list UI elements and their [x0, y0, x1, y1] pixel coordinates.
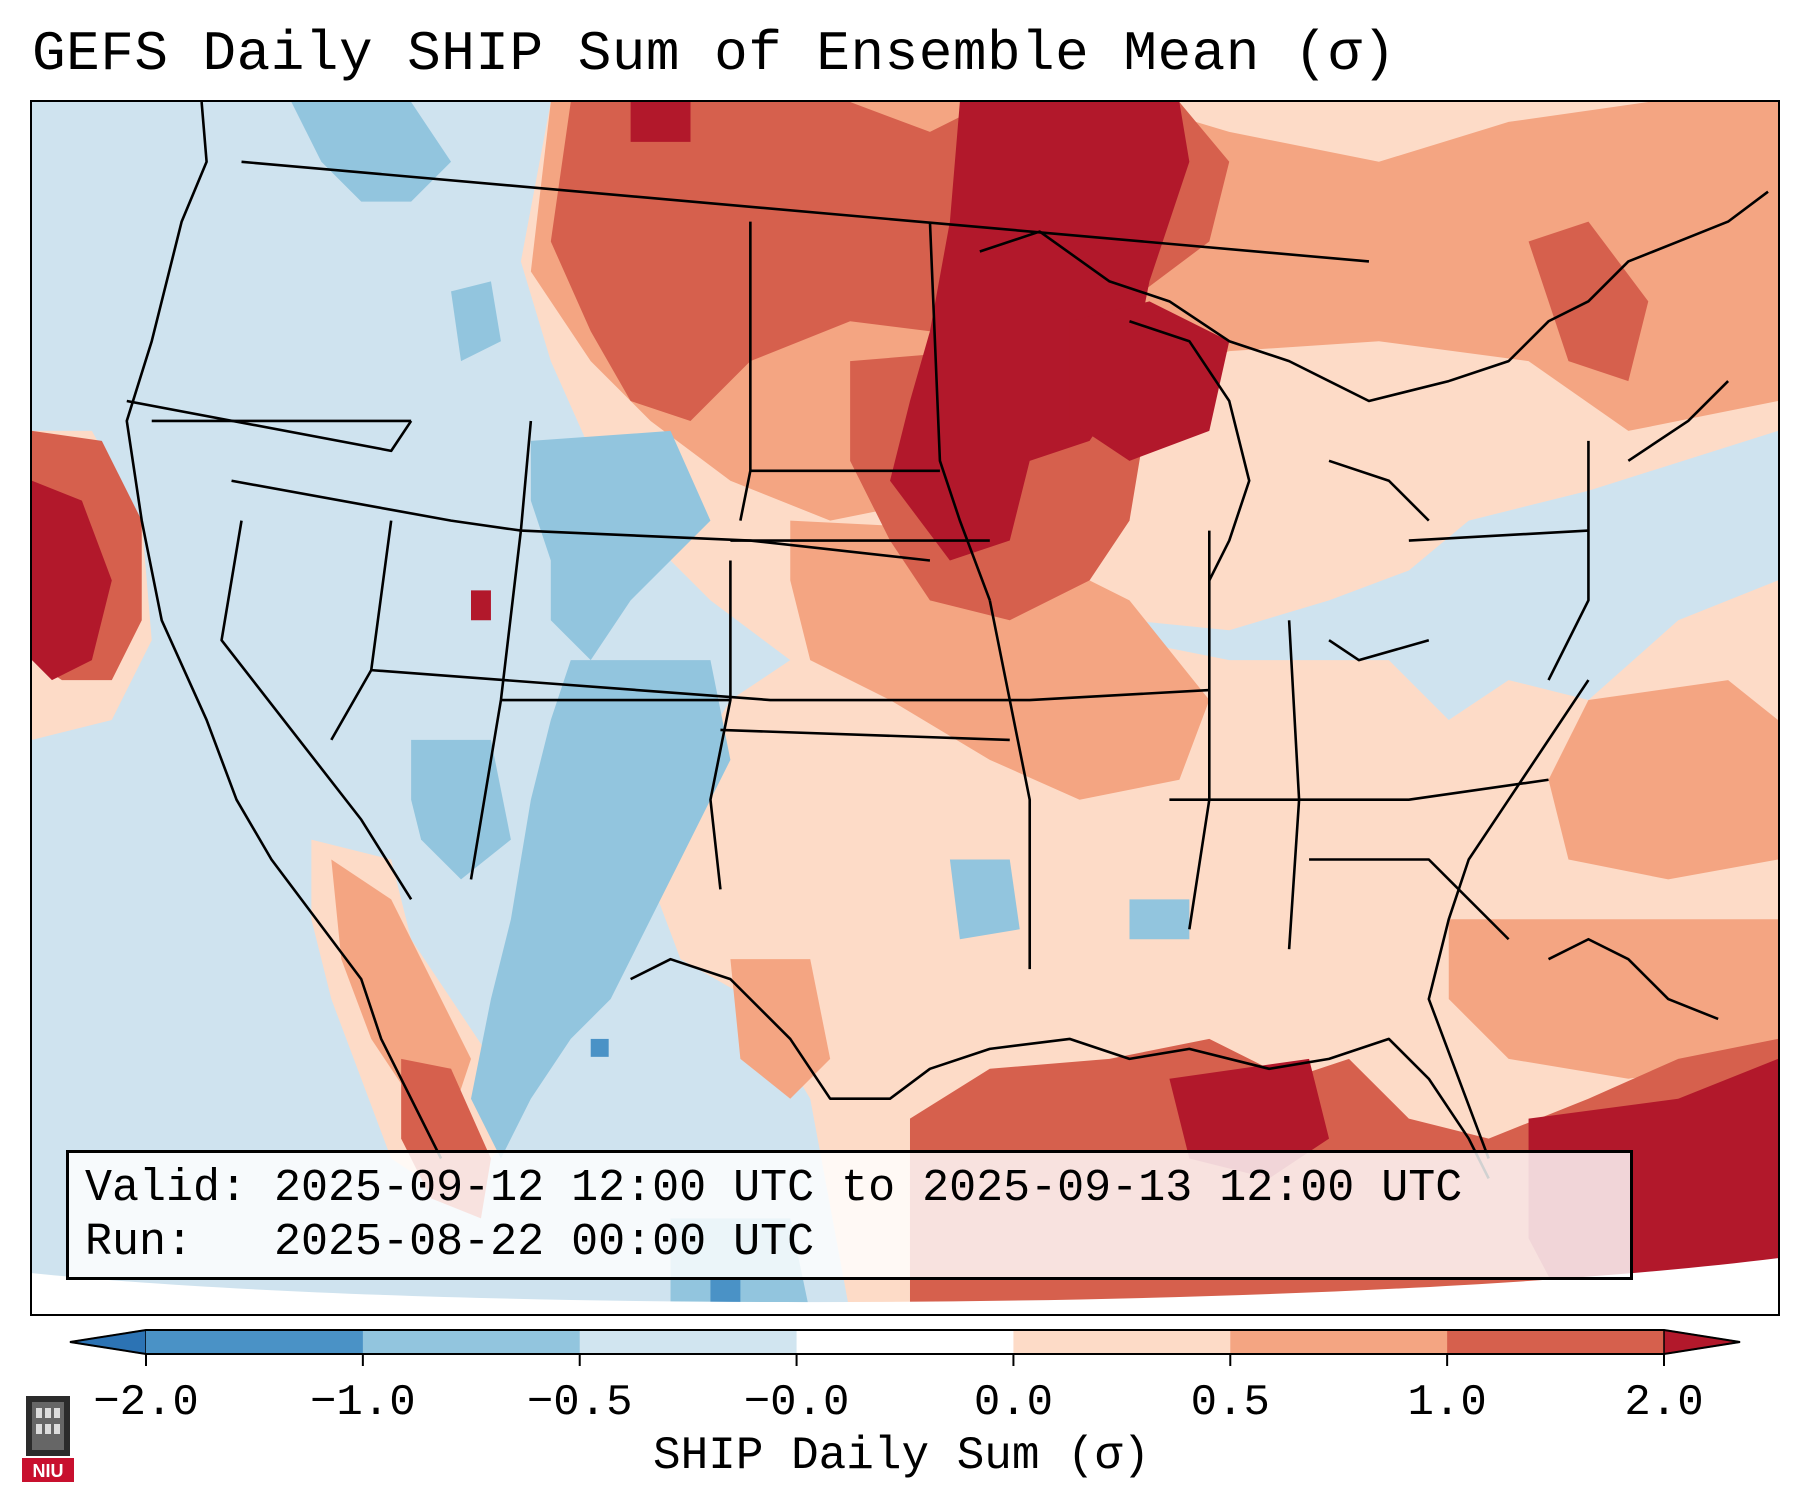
gulf-coast	[630, 957, 1490, 1180]
projection-edge	[32, 1258, 1778, 1314]
run-value: 2025-08-22 00:00 UTC	[274, 1217, 815, 1268]
colorbar-tick-label: −0.5	[527, 1378, 633, 1428]
field-very-high-positive	[32, 102, 1778, 1314]
canada-border-east	[979, 190, 1769, 403]
lake-michigan	[1129, 320, 1251, 582]
colorbar-bin	[796, 1330, 1014, 1354]
lake-erie	[1328, 459, 1430, 522]
run-info-box: Valid: 2025-09-12 12:00 UTC to 2025-09-1…	[66, 1150, 1633, 1280]
us-canada-border	[241, 160, 1370, 263]
field-low-negative	[291, 102, 1190, 1314]
co-ks-line	[709, 560, 732, 890]
valid-row: Valid: 2025-09-12 12:00 UTC to 2025-09-1…	[85, 1163, 1462, 1215]
colorbar-bin	[362, 1330, 581, 1354]
colorbar-extend-low	[69, 1329, 147, 1355]
pa-line	[1408, 529, 1589, 542]
colorbar-tick-label: 2.0	[1624, 1378, 1703, 1428]
colorbar-tick-label: 0.5	[1191, 1378, 1270, 1428]
or-border	[126, 399, 413, 453]
colorbar-bins	[69, 1329, 1741, 1355]
run-label: Run:	[85, 1217, 194, 1268]
4-corners-line	[371, 668, 1210, 702]
caribbean-islands	[1547, 937, 1719, 1021]
colorbar-label: SHIP Daily Sum (σ)	[653, 1430, 1150, 1482]
colorbar-tick-label: 1.0	[1408, 1378, 1487, 1428]
mo-ar-line	[988, 600, 1032, 970]
map-panel	[30, 100, 1780, 1316]
colorbar-tick-label: 0.0	[974, 1378, 1053, 1428]
colorbar-bin	[146, 1330, 364, 1354]
valid-label: Valid:	[85, 1163, 248, 1214]
valid-value: 2025-09-12 12:00 UTC to 2025-09-13 12:00…	[274, 1163, 1463, 1214]
tn-line	[1169, 778, 1549, 801]
colorbar-tick-label: −2.0	[93, 1378, 199, 1428]
colorbar-bin	[1447, 1330, 1665, 1354]
colorbar-bin	[579, 1330, 798, 1354]
east-coast	[1427, 679, 1590, 1159]
colorbar-bin	[1013, 1330, 1231, 1354]
chart-title: GEFS Daily SHIP Sum of Ensemble Mean (σ)	[32, 22, 1397, 86]
ut-co-border	[469, 420, 533, 880]
ne-line	[1627, 380, 1730, 462]
nv-ca-border	[220, 520, 413, 901]
boundaries	[125, 102, 1769, 1180]
colorbar-extend-high	[1663, 1329, 1741, 1355]
colorbar-tick-label: −0.0	[744, 1378, 850, 1428]
ny-pa-line	[1547, 440, 1590, 681]
anomaly-map	[32, 102, 1778, 1314]
nd-mn-line	[928, 221, 992, 601]
logo-text: NIU	[33, 1461, 64, 1481]
niu-logo-icon: NIU	[22, 1396, 74, 1482]
west-coast	[125, 102, 443, 1160]
colorbar-bin	[1230, 1330, 1448, 1354]
colorbar-tick-label: −1.0	[310, 1378, 416, 1428]
colorbar-ticks: −2.0 −1.0 −0.5 −0.0 0.0 0.5 1.0 2.0	[93, 1354, 1704, 1428]
ok-line	[720, 728, 1010, 742]
ky-line	[1328, 638, 1430, 662]
ga-line	[1309, 858, 1510, 941]
colorbar: −2.0 −1.0 −0.5 −0.0 0.0 0.5 1.0 2.0	[69, 1329, 1741, 1428]
run-row: Run: 2025-08-22 00:00 UTC	[85, 1217, 814, 1269]
